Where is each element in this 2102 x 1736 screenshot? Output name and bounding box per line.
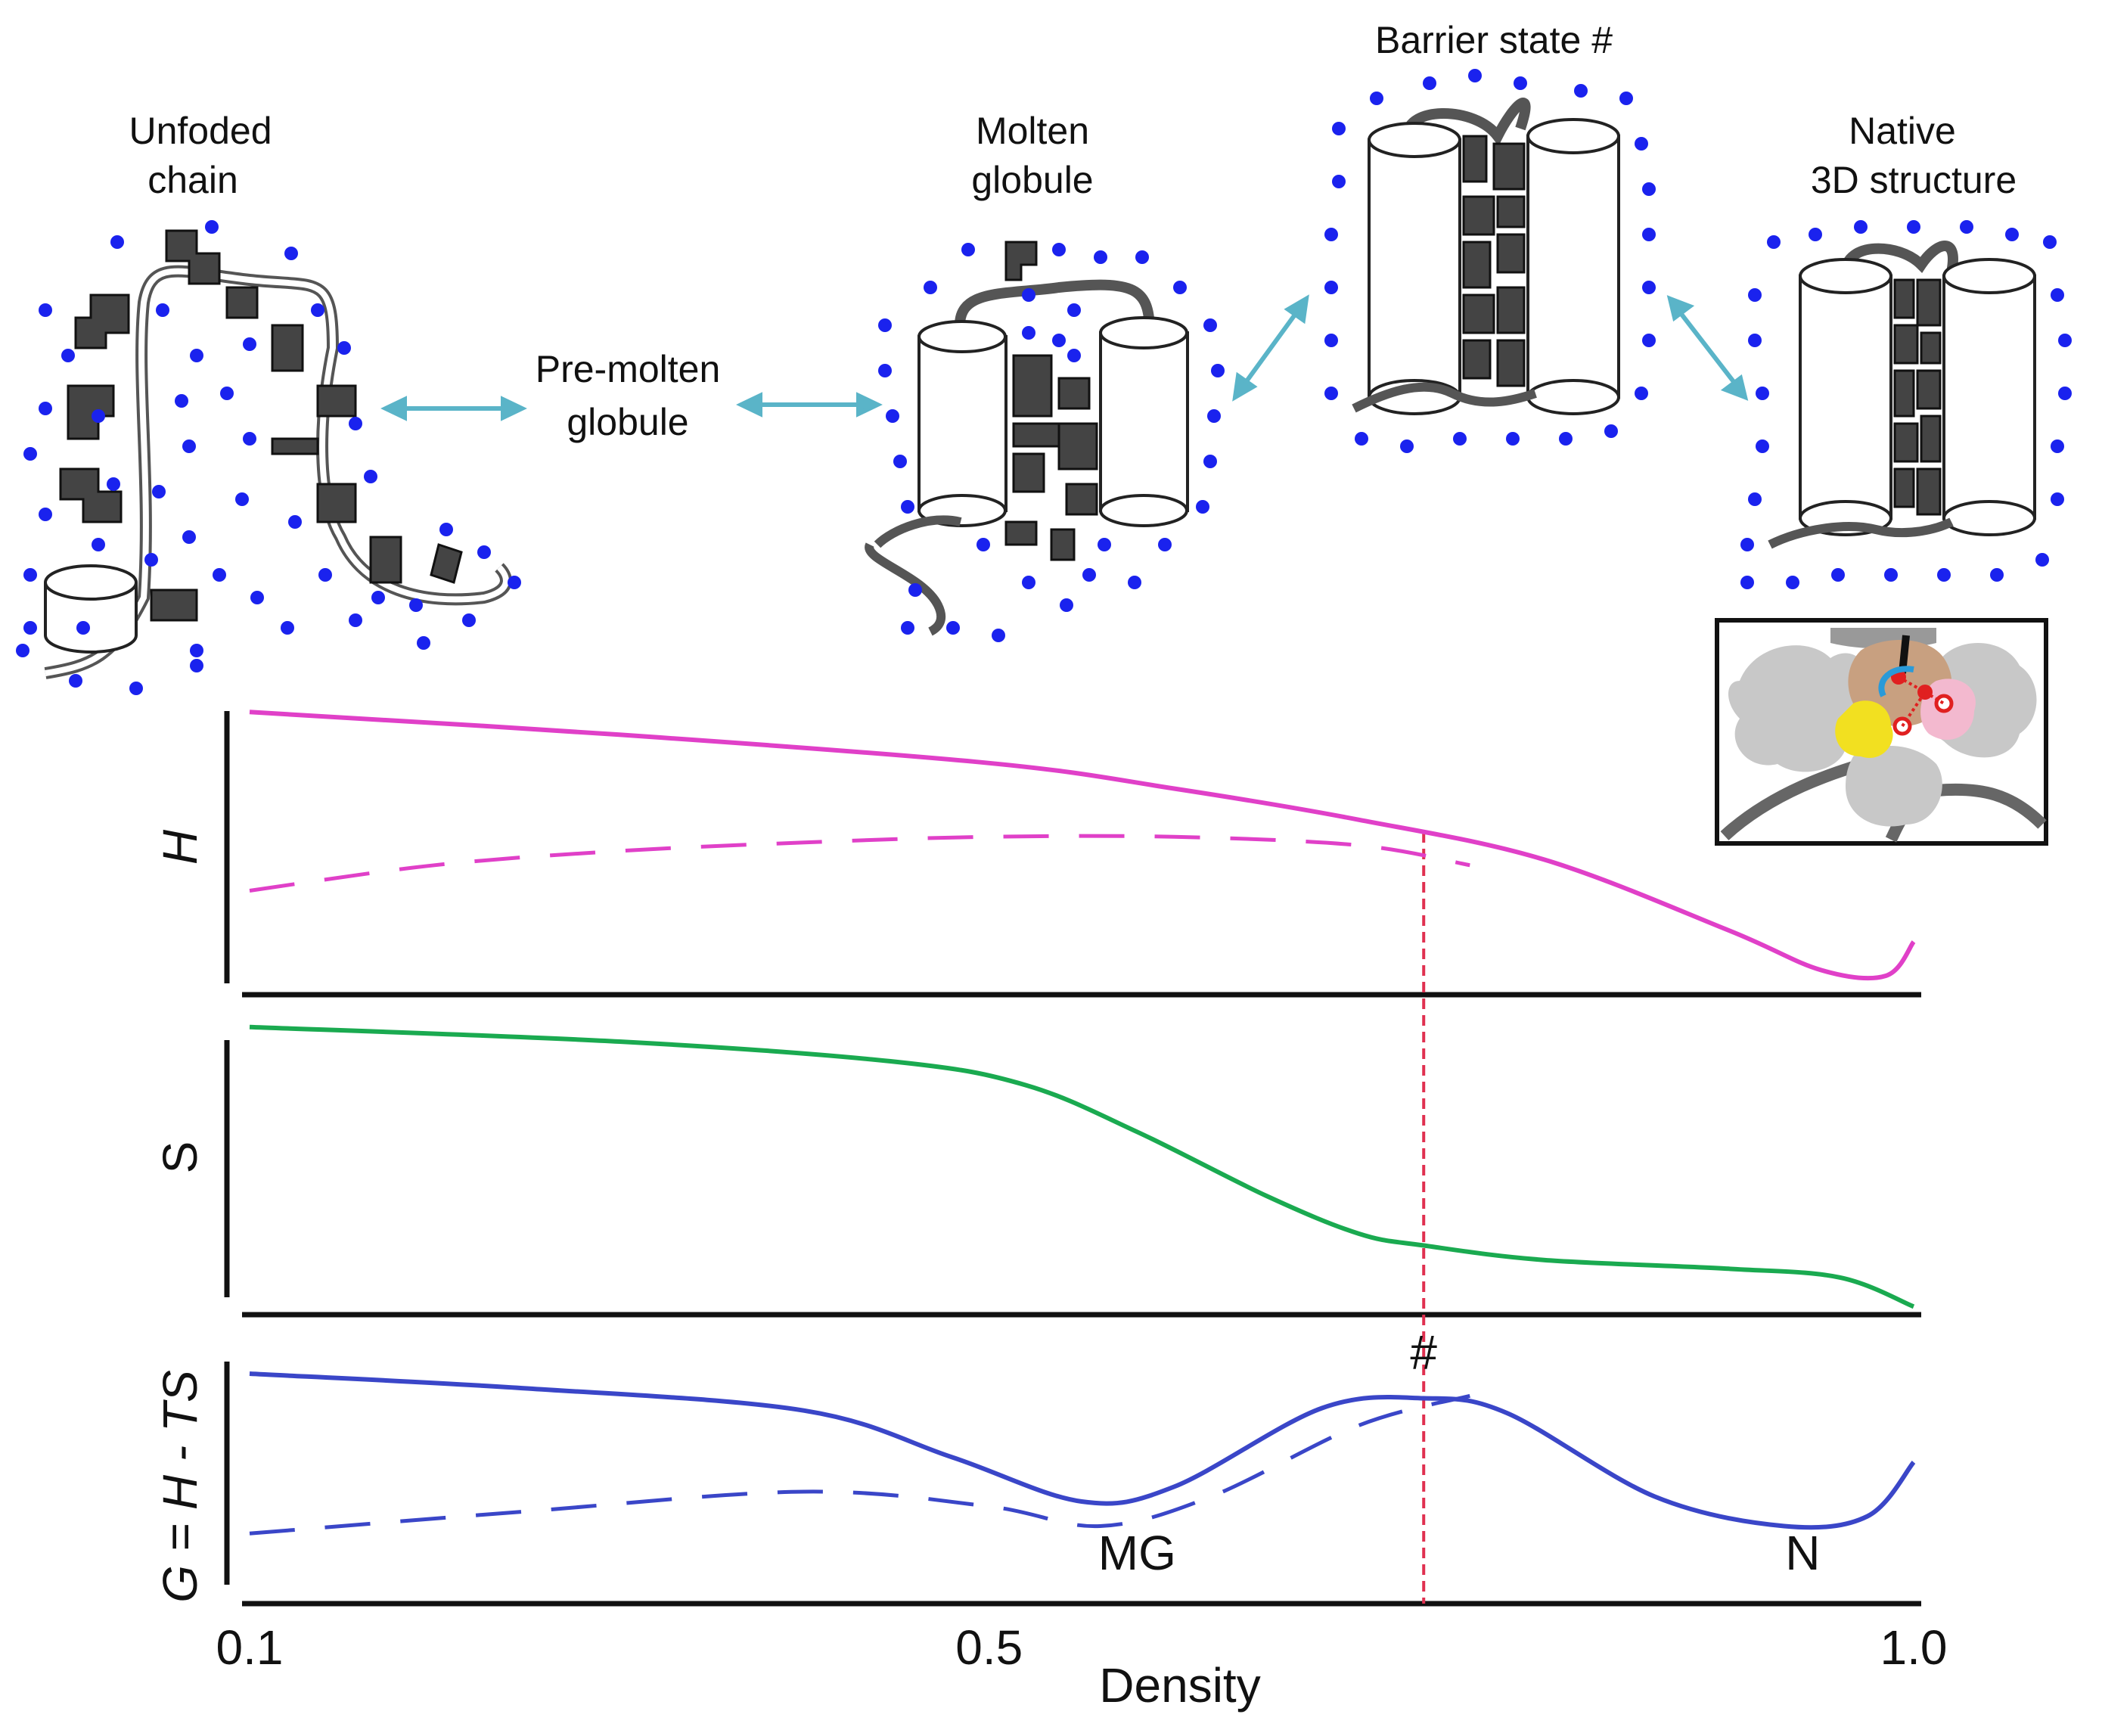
- barrier-helix-right: [1526, 118, 1620, 415]
- enthalpy-dashed-curve: [249, 834, 1470, 893]
- molten-tail: [874, 515, 962, 548]
- native-annotation: N: [1785, 1526, 1820, 1580]
- x-tick-label: 1.0: [1880, 1620, 1948, 1675]
- unfolded-solvent-dots: [16, 220, 521, 695]
- native-label-line1: Native: [1849, 110, 1956, 152]
- axes: [224, 711, 1921, 1607]
- arrow-barrier-to-native: [1666, 295, 1749, 401]
- native-helix-left: [1799, 258, 1892, 536]
- molten-globule-illustration: Molten globule: [865, 110, 1225, 642]
- molten-globule-annotation: MG: [1098, 1526, 1176, 1580]
- barrier-core-sidechains: [1462, 135, 1526, 387]
- x-axis-label: Density: [1099, 1658, 1260, 1713]
- molten-tail-2: [865, 542, 946, 636]
- arrow-premolten-to-molten: [736, 392, 883, 418]
- free-energy-dashed-curve: [249, 1393, 1470, 1536]
- s-panel-ylabel: S: [153, 1141, 207, 1174]
- x-tick-label: 0.1: [216, 1620, 284, 1675]
- g-panel-ylabel: G = H - TS: [153, 1370, 207, 1603]
- unfolded-chain-illustration: Unfoded chain: [16, 110, 521, 695]
- barrier-loop: [1402, 98, 1531, 147]
- entropy-curve: [249, 1024, 1915, 1309]
- native-structure-illustration: Native 3D structure: [1740, 110, 2072, 589]
- barrier-tail: [1352, 382, 1537, 413]
- native-tail: [1768, 517, 1954, 549]
- unfolded-chain-label-line2: chain: [147, 159, 238, 201]
- molten-solvent-dots: [878, 243, 1225, 642]
- molten-label-line2: globule: [971, 159, 1093, 201]
- h-panel-ylabel: H: [153, 829, 207, 865]
- enthalpy-curve: [249, 710, 1916, 981]
- native-loop: [1840, 241, 1958, 274]
- arrow-molten-to-barrier: [1232, 294, 1309, 402]
- barrier-helix-left: [1368, 122, 1461, 415]
- x-tick-label: 0.5: [955, 1620, 1023, 1675]
- native-helix-right: [1942, 258, 2036, 536]
- native-core-sidechains: [1893, 278, 1942, 516]
- barrier-annotation: #: [1410, 1325, 1437, 1380]
- molten-helix-left: [917, 320, 1008, 527]
- barrier-state-label: Barrier state #: [1375, 19, 1613, 61]
- folding-diagram: Unfoded chain Pre-molten globule: [16, 19, 2072, 846]
- molten-loop: [955, 279, 1155, 334]
- arrow-unfolded-to-premolten: [380, 396, 527, 421]
- molten-sidechains: [1004, 241, 1098, 561]
- molten-helix-right: [1099, 316, 1189, 527]
- binding-site-inset: [1715, 618, 2048, 846]
- barrier-state-illustration: Barrier state #: [1324, 19, 1656, 453]
- transition-arrows: [380, 294, 1749, 421]
- premolten-label-line2: globule: [567, 401, 688, 443]
- native-label-line2: 3D structure: [1811, 159, 2017, 201]
- unfolded-helix-cylinder: [44, 564, 138, 654]
- density-energy-chart: H S G = H - TS # MG N 0.1 0.5 1.0 Densit…: [153, 710, 1948, 1713]
- free-energy-curve: [249, 1371, 1916, 1530]
- native-solvent-dots: [1740, 220, 2072, 589]
- unfolded-chain-label-line1: Unfoded: [129, 110, 272, 152]
- molten-label-line1: Molten: [976, 110, 1089, 152]
- premolten-label-line1: Pre-molten: [536, 348, 721, 390]
- unfolded-chain-strand-highlight: [45, 268, 509, 676]
- unfolded-sidechains: [59, 229, 463, 622]
- barrier-solvent-dots: [1324, 69, 1656, 453]
